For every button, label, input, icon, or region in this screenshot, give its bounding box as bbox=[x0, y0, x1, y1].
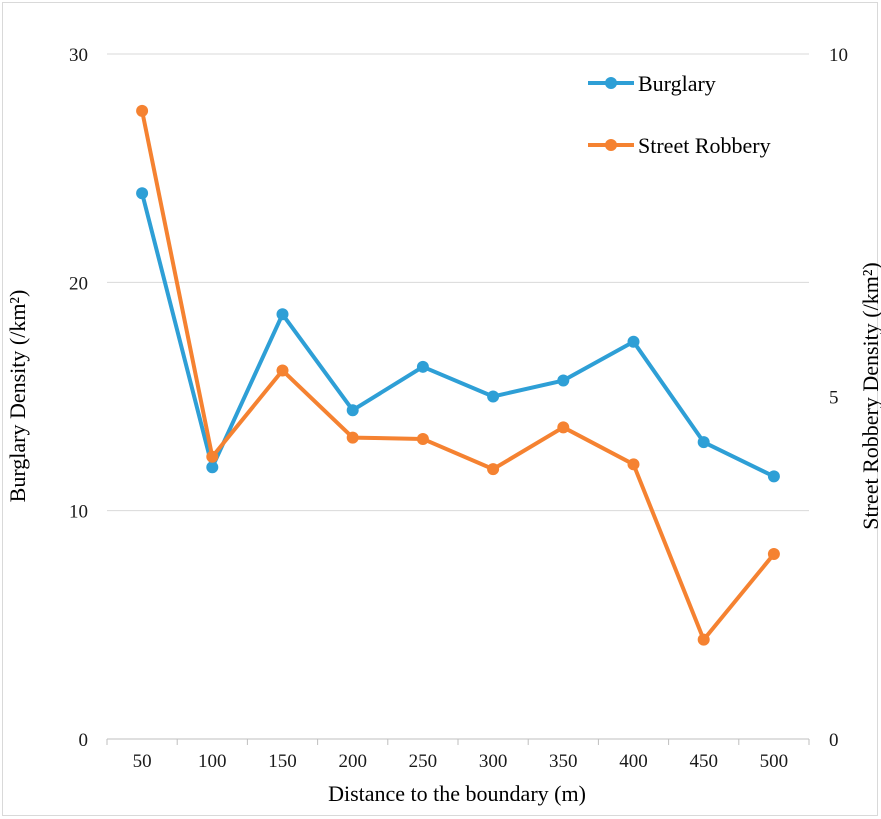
legend: Burglary Street Robbery bbox=[588, 71, 771, 158]
data-point-street-robbery bbox=[136, 104, 149, 117]
y-right-tick-label: 0 bbox=[829, 730, 839, 751]
x-tick-label: 50 bbox=[133, 751, 152, 772]
y-left-tick-label: 10 bbox=[69, 502, 88, 523]
x-tick-label: 450 bbox=[689, 751, 718, 772]
data-point-burglary bbox=[276, 308, 289, 321]
x-tick-label: 100 bbox=[198, 751, 227, 772]
data-point-burglary bbox=[416, 360, 429, 373]
data-point-burglary bbox=[767, 470, 780, 483]
y-left-tick-label: 20 bbox=[69, 273, 88, 294]
data-point-street-robbery bbox=[697, 633, 710, 646]
y-left-tick-label: 30 bbox=[69, 45, 88, 66]
gridlines bbox=[106, 53, 810, 745]
data-point-street-robbery bbox=[767, 548, 780, 561]
data-point-burglary bbox=[136, 187, 149, 200]
data-point-burglary bbox=[557, 374, 570, 387]
data-point-street-robbery bbox=[276, 364, 289, 377]
legend-item-burglary: Burglary bbox=[588, 71, 716, 96]
data-point-burglary bbox=[627, 335, 640, 348]
x-tick-label: 400 bbox=[619, 751, 648, 772]
series-layer bbox=[136, 104, 780, 646]
y-right-tick-label: 10 bbox=[829, 45, 848, 66]
x-tick-label: 200 bbox=[338, 751, 367, 772]
x-tick-label: 500 bbox=[760, 751, 789, 772]
y-right-tick-label: 5 bbox=[829, 388, 839, 409]
data-point-street-robbery bbox=[557, 421, 570, 434]
legend-swatch-street-robbery-marker bbox=[605, 139, 617, 151]
y-axis-left-title: Burglary Density (/km²) bbox=[5, 290, 30, 503]
data-point-burglary bbox=[206, 461, 219, 474]
legend-label-street-robbery: Street Robbery bbox=[638, 133, 771, 158]
series-line-burglary bbox=[140, 191, 776, 479]
series-line-street-robbery bbox=[140, 108, 776, 642]
data-point-burglary bbox=[346, 404, 359, 417]
x-tick-label: 250 bbox=[409, 751, 438, 772]
x-tick-label: 150 bbox=[268, 751, 297, 772]
data-point-street-robbery bbox=[627, 458, 640, 471]
legend-swatch-burglary-marker bbox=[605, 77, 617, 89]
y-axis-right-title: Street Robbery Density (/km²) bbox=[858, 262, 881, 530]
x-tick-label: 350 bbox=[549, 751, 578, 772]
legend-label-burglary: Burglary bbox=[638, 71, 716, 96]
legend-item-street-robbery: Street Robbery bbox=[588, 133, 771, 158]
x-axis-title: Distance to the boundary (m) bbox=[328, 781, 586, 806]
x-tick-label: 300 bbox=[479, 751, 508, 772]
data-point-burglary bbox=[697, 436, 710, 449]
data-point-street-robbery bbox=[346, 431, 359, 444]
y-left-tick-label: 0 bbox=[79, 730, 89, 751]
data-point-street-robbery bbox=[487, 463, 500, 476]
data-point-burglary bbox=[487, 390, 500, 403]
data-point-street-robbery bbox=[206, 450, 219, 463]
data-point-street-robbery bbox=[416, 432, 429, 445]
